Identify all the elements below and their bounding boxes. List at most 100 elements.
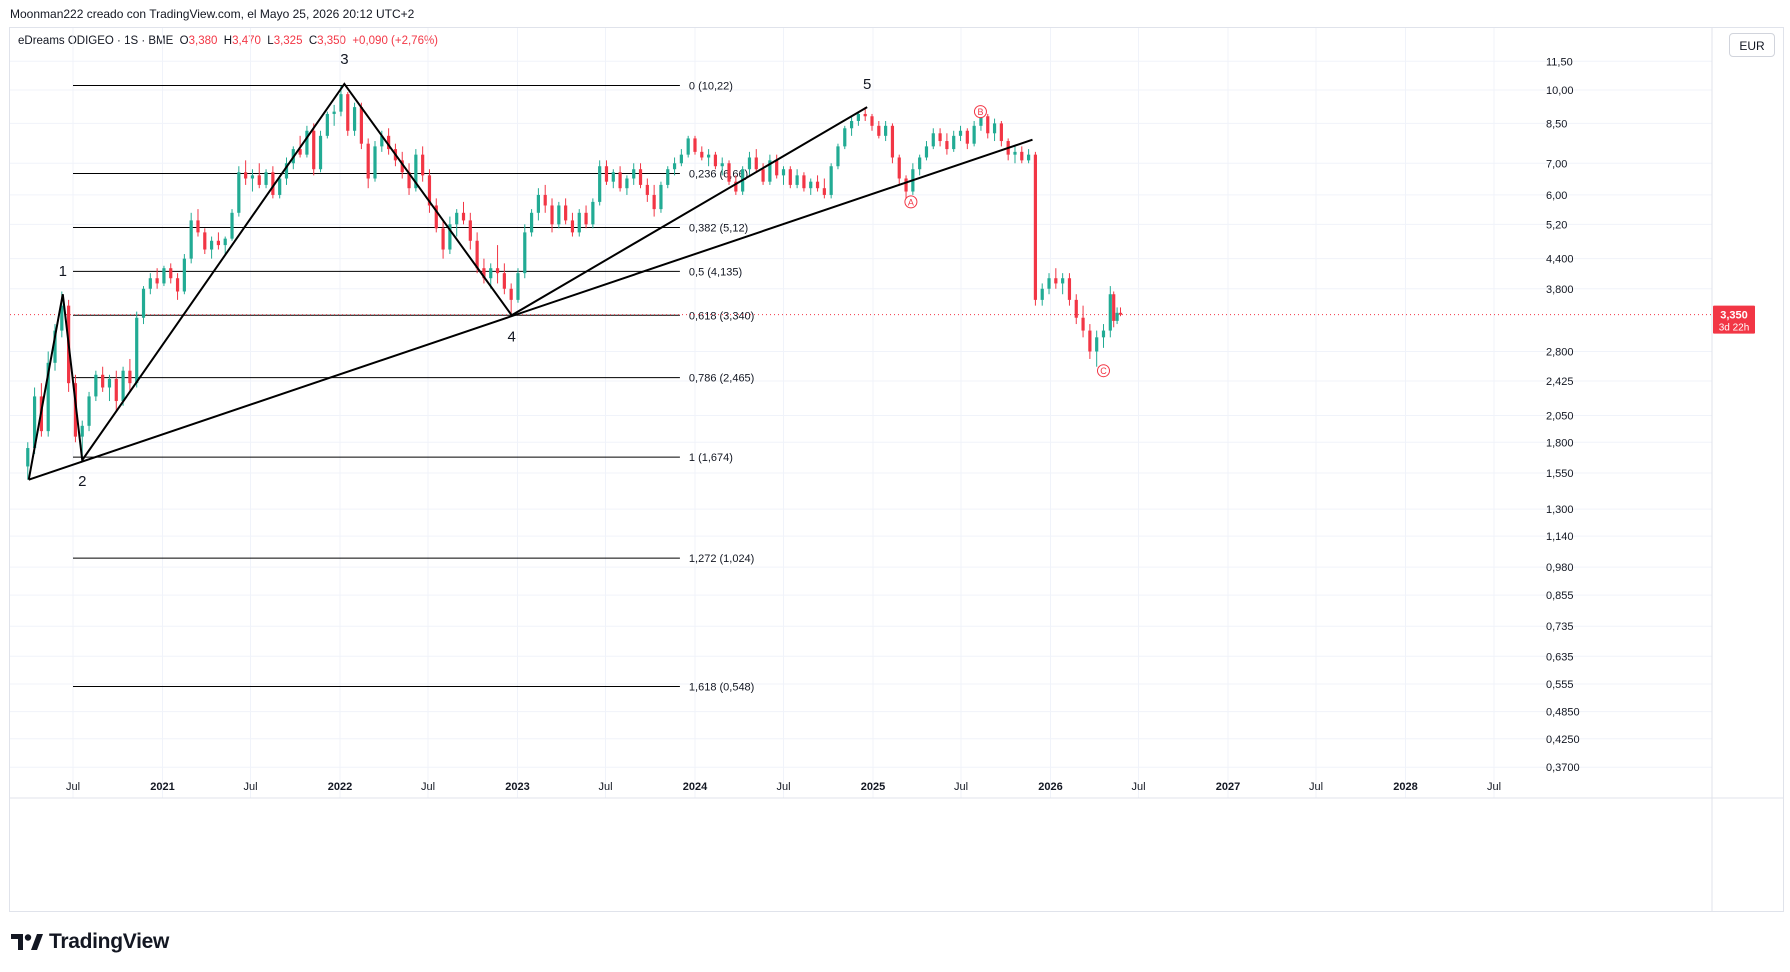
- corrective-wave-circle-C: [1096, 364, 1110, 378]
- candle-body: [421, 154, 425, 176]
- y-axis-tick-label: 7,00: [1546, 158, 1567, 170]
- candle-body: [346, 94, 350, 131]
- candle-body: [448, 224, 452, 250]
- candle: [822, 178, 826, 199]
- candle: [461, 201, 466, 225]
- candle-body: [427, 175, 432, 206]
- currency-selector[interactable]: EUR: [1729, 33, 1775, 57]
- candle: [26, 442, 30, 480]
- candle-body: [720, 163, 724, 167]
- candle: [536, 188, 540, 221]
- candle-body: [359, 107, 363, 144]
- candle: [516, 268, 520, 303]
- candle: [591, 198, 595, 229]
- candle: [155, 268, 159, 289]
- y-axis-tick-label: 0,735: [1546, 621, 1574, 633]
- y-axis-tick-label: 4,400: [1546, 254, 1574, 266]
- y-axis-tick-label: 0,855: [1546, 590, 1574, 602]
- candle: [107, 374, 112, 402]
- candle-body: [659, 184, 663, 210]
- candle-body: [216, 240, 221, 246]
- candle: [1108, 286, 1112, 338]
- candle: [427, 169, 432, 213]
- candle-body: [707, 154, 711, 158]
- candle: [495, 245, 500, 284]
- candle: [230, 209, 234, 241]
- candle-body: [638, 169, 643, 185]
- corrective-wave-circle-B: [973, 105, 987, 119]
- fib-level-label: 0,786 (2,465): [689, 373, 754, 385]
- symbol-legend[interactable]: eDreams ODIGEO · 1S · BME O3,380 H3,470 …: [18, 35, 438, 47]
- y-axis-tick-label: 1,140: [1546, 531, 1574, 543]
- y-axis-tick-label: 2,425: [1546, 376, 1574, 388]
- candle: [611, 169, 615, 189]
- candle: [264, 169, 268, 189]
- candle: [918, 154, 922, 176]
- y-axis-tick-label: 11,50: [1546, 56, 1573, 68]
- candle: [768, 154, 772, 185]
- x-axis-tick-label: Jul: [1487, 781, 1501, 793]
- candle: [897, 154, 901, 185]
- candle: [257, 163, 261, 189]
- candle: [877, 120, 881, 139]
- candle-body: [244, 172, 248, 179]
- candle: [958, 125, 963, 142]
- last-price-countdown: 3d 22h: [1719, 323, 1750, 334]
- candle: [216, 232, 221, 250]
- candle: [407, 163, 411, 195]
- candle-body: [80, 425, 84, 437]
- candle-body: [604, 166, 609, 182]
- candle-body: [414, 154, 418, 189]
- chart-header-caption: Moonman222 creado con TradingView.com, e…: [10, 7, 415, 21]
- candle-body: [502, 273, 506, 289]
- y-axis-tick-label: 1,800: [1546, 437, 1574, 449]
- candle-body: [1020, 151, 1024, 161]
- candle: [223, 236, 227, 255]
- fib-level-label: 0,236 (6,66): [689, 168, 748, 180]
- y-axis-tick-label: 0,555: [1546, 679, 1574, 691]
- candle: [924, 141, 929, 161]
- candle: [346, 92, 350, 136]
- candle: [46, 351, 50, 437]
- candle: [788, 166, 792, 189]
- candle-body: [482, 268, 486, 279]
- candle-body: [632, 169, 636, 179]
- candle-body: [734, 181, 738, 192]
- candle: [1112, 291, 1116, 328]
- candle: [196, 209, 200, 237]
- candle: [250, 169, 255, 192]
- corrective-wave-label-C: C: [1100, 366, 1107, 376]
- candle-body: [815, 181, 820, 189]
- candle-body: [965, 130, 969, 144]
- candle: [679, 149, 683, 167]
- candle-body: [802, 175, 806, 189]
- candle-body: [550, 205, 554, 225]
- candle-body: [278, 178, 282, 195]
- y-axis-tick-label: 0,4850: [1546, 707, 1580, 719]
- y-axis-tick-label: 0,4250: [1546, 734, 1580, 746]
- candle: [1020, 146, 1024, 164]
- tradingview-logo-icon: [11, 934, 43, 950]
- x-axis-tick-label: 2022: [328, 781, 352, 793]
- candle: [359, 102, 363, 150]
- candle: [652, 184, 656, 217]
- candle: [720, 157, 724, 176]
- candle-body: [94, 374, 98, 397]
- candle: [638, 163, 643, 189]
- candle-body: [1101, 330, 1106, 338]
- candle: [339, 85, 343, 117]
- candle: [1088, 324, 1092, 359]
- candle-body: [598, 166, 602, 202]
- candle: [87, 391, 91, 432]
- candle: [387, 128, 391, 155]
- candle: [489, 263, 493, 289]
- candle: [1027, 149, 1031, 164]
- candle: [965, 128, 969, 150]
- fib-level-label: 0,5 (4,135): [689, 266, 742, 278]
- tradingview-logo[interactable]: TradingView: [11, 930, 169, 954]
- candle-body: [509, 288, 513, 300]
- candle-body: [257, 175, 261, 185]
- candle-body: [884, 125, 888, 136]
- candle-body: [768, 160, 772, 182]
